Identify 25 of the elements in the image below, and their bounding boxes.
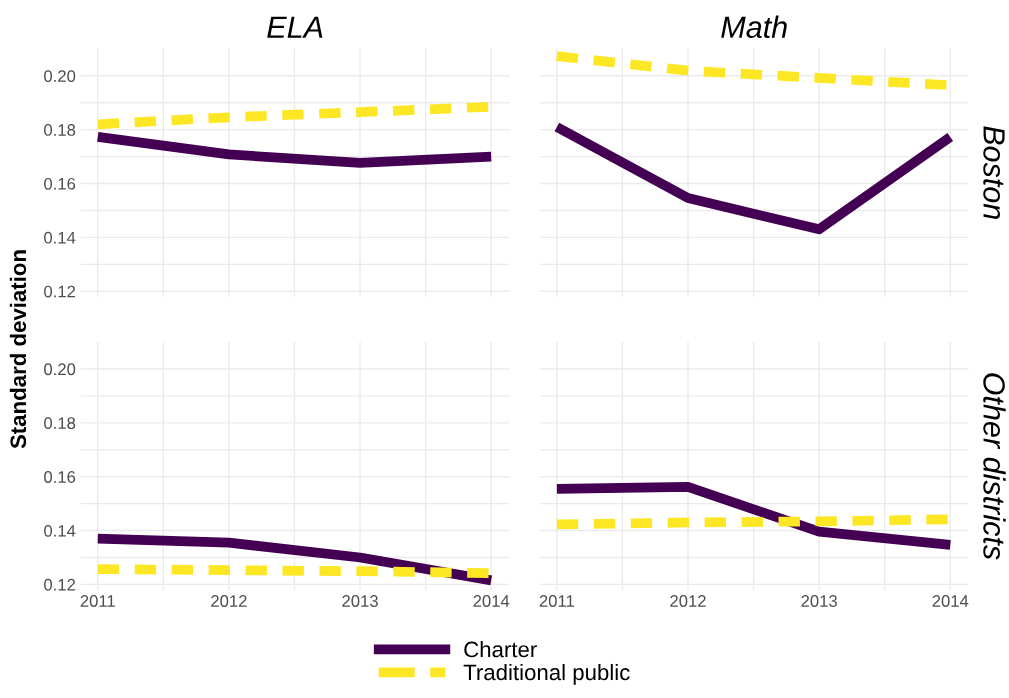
x-tick-label: 2011	[80, 595, 115, 607]
y-axis-title: Standard deviation	[9, 250, 27, 449]
x-tick-label: 2013	[342, 595, 378, 607]
legend-label: Traditional public	[463, 663, 630, 685]
y-tick-label: 0.18	[44, 417, 76, 430]
x-tick-label: 2014	[473, 595, 510, 607]
y2-axis-title: Other districts	[983, 373, 1006, 560]
y-tick-label: 0.20	[44, 363, 76, 376]
x-tick-label: 2011	[539, 595, 574, 607]
x-tick-label: 2012	[670, 595, 706, 607]
y-tick-label: 0.20	[44, 70, 76, 82]
legend-label: Charter	[464, 641, 537, 658]
y-tick-label: 0.14	[44, 231, 76, 244]
y-tick-label: 0.18	[44, 124, 76, 136]
x-tick-label: 2013	[801, 595, 837, 607]
chart-title: Math	[721, 15, 787, 39]
y2-axis-title: Boston	[983, 126, 1005, 219]
x-tick-label: 2014	[932, 595, 969, 607]
x-tick-label: 2012	[211, 595, 247, 607]
y-tick-label: 0.16	[44, 177, 76, 190]
y-tick-label: 0.14	[44, 524, 76, 537]
y-tick-label: 0.12	[44, 285, 76, 298]
y-tick-label: 0.12	[44, 578, 76, 591]
y-tick-label: 0.16	[44, 471, 76, 483]
chart-title: ELA	[267, 16, 323, 38]
